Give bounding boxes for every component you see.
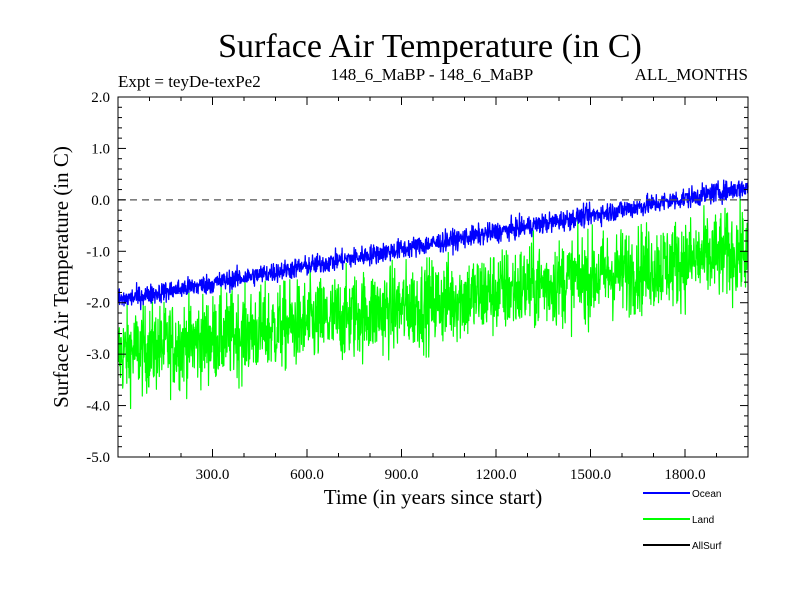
- series-line-land: [117, 191, 749, 410]
- x-tick-label: 1200.0: [475, 467, 516, 483]
- x-tick-label: 1800.0: [664, 467, 705, 483]
- y-tick-label: -3.0: [86, 347, 110, 363]
- y-tick-label: -4.0: [86, 399, 110, 415]
- expt-label: Expt = teyDe-texPe2: [118, 72, 261, 91]
- y-tick-label: 0.0: [91, 193, 110, 209]
- x-tick-label: 900.0: [385, 467, 419, 483]
- legend: Ocean Land AllSurf: [643, 489, 722, 552]
- series-layer: [117, 179, 749, 410]
- months-label: ALL_MONTHS: [635, 65, 748, 84]
- y-axis-ticks: 2.0 1.0 0.0 -1.0 -2.0 -3.0 -4.0 -5.0: [86, 90, 748, 466]
- legend-label-allsurf: AllSurf: [692, 541, 722, 552]
- y-tick-label: -1.0: [86, 244, 110, 260]
- legend-label-ocean: Ocean: [692, 489, 721, 500]
- y-tick-label: 1.0: [91, 141, 110, 157]
- legend-label-land: Land: [692, 515, 714, 526]
- x-axis-label: Time (in years since start): [324, 485, 543, 509]
- x-tick-label: 600.0: [290, 467, 324, 483]
- x-tick-label: 300.0: [196, 467, 230, 483]
- y-tick-label: -5.0: [86, 450, 110, 466]
- series-line-ocean: [117, 179, 749, 311]
- plot-area: 2.0 1.0 0.0 -1.0 -2.0 -3.0 -4.0 -5.0 300.0 600.0…: [86, 90, 749, 483]
- y-tick-label: 2.0: [91, 90, 110, 106]
- comparison-label: 148_6_MaBP - 148_6_MaBP: [331, 65, 533, 84]
- chart-title: Surface Air Temperature (in C): [218, 28, 642, 65]
- y-tick-label: -2.0: [86, 296, 110, 312]
- y-axis-label: Surface Air Temperature (in C): [49, 146, 73, 408]
- x-axis-ticks: 300.0 600.0 900.0 1200.0 1500.0 1800.0: [149, 97, 717, 483]
- x-tick-label: 1500.0: [570, 467, 611, 483]
